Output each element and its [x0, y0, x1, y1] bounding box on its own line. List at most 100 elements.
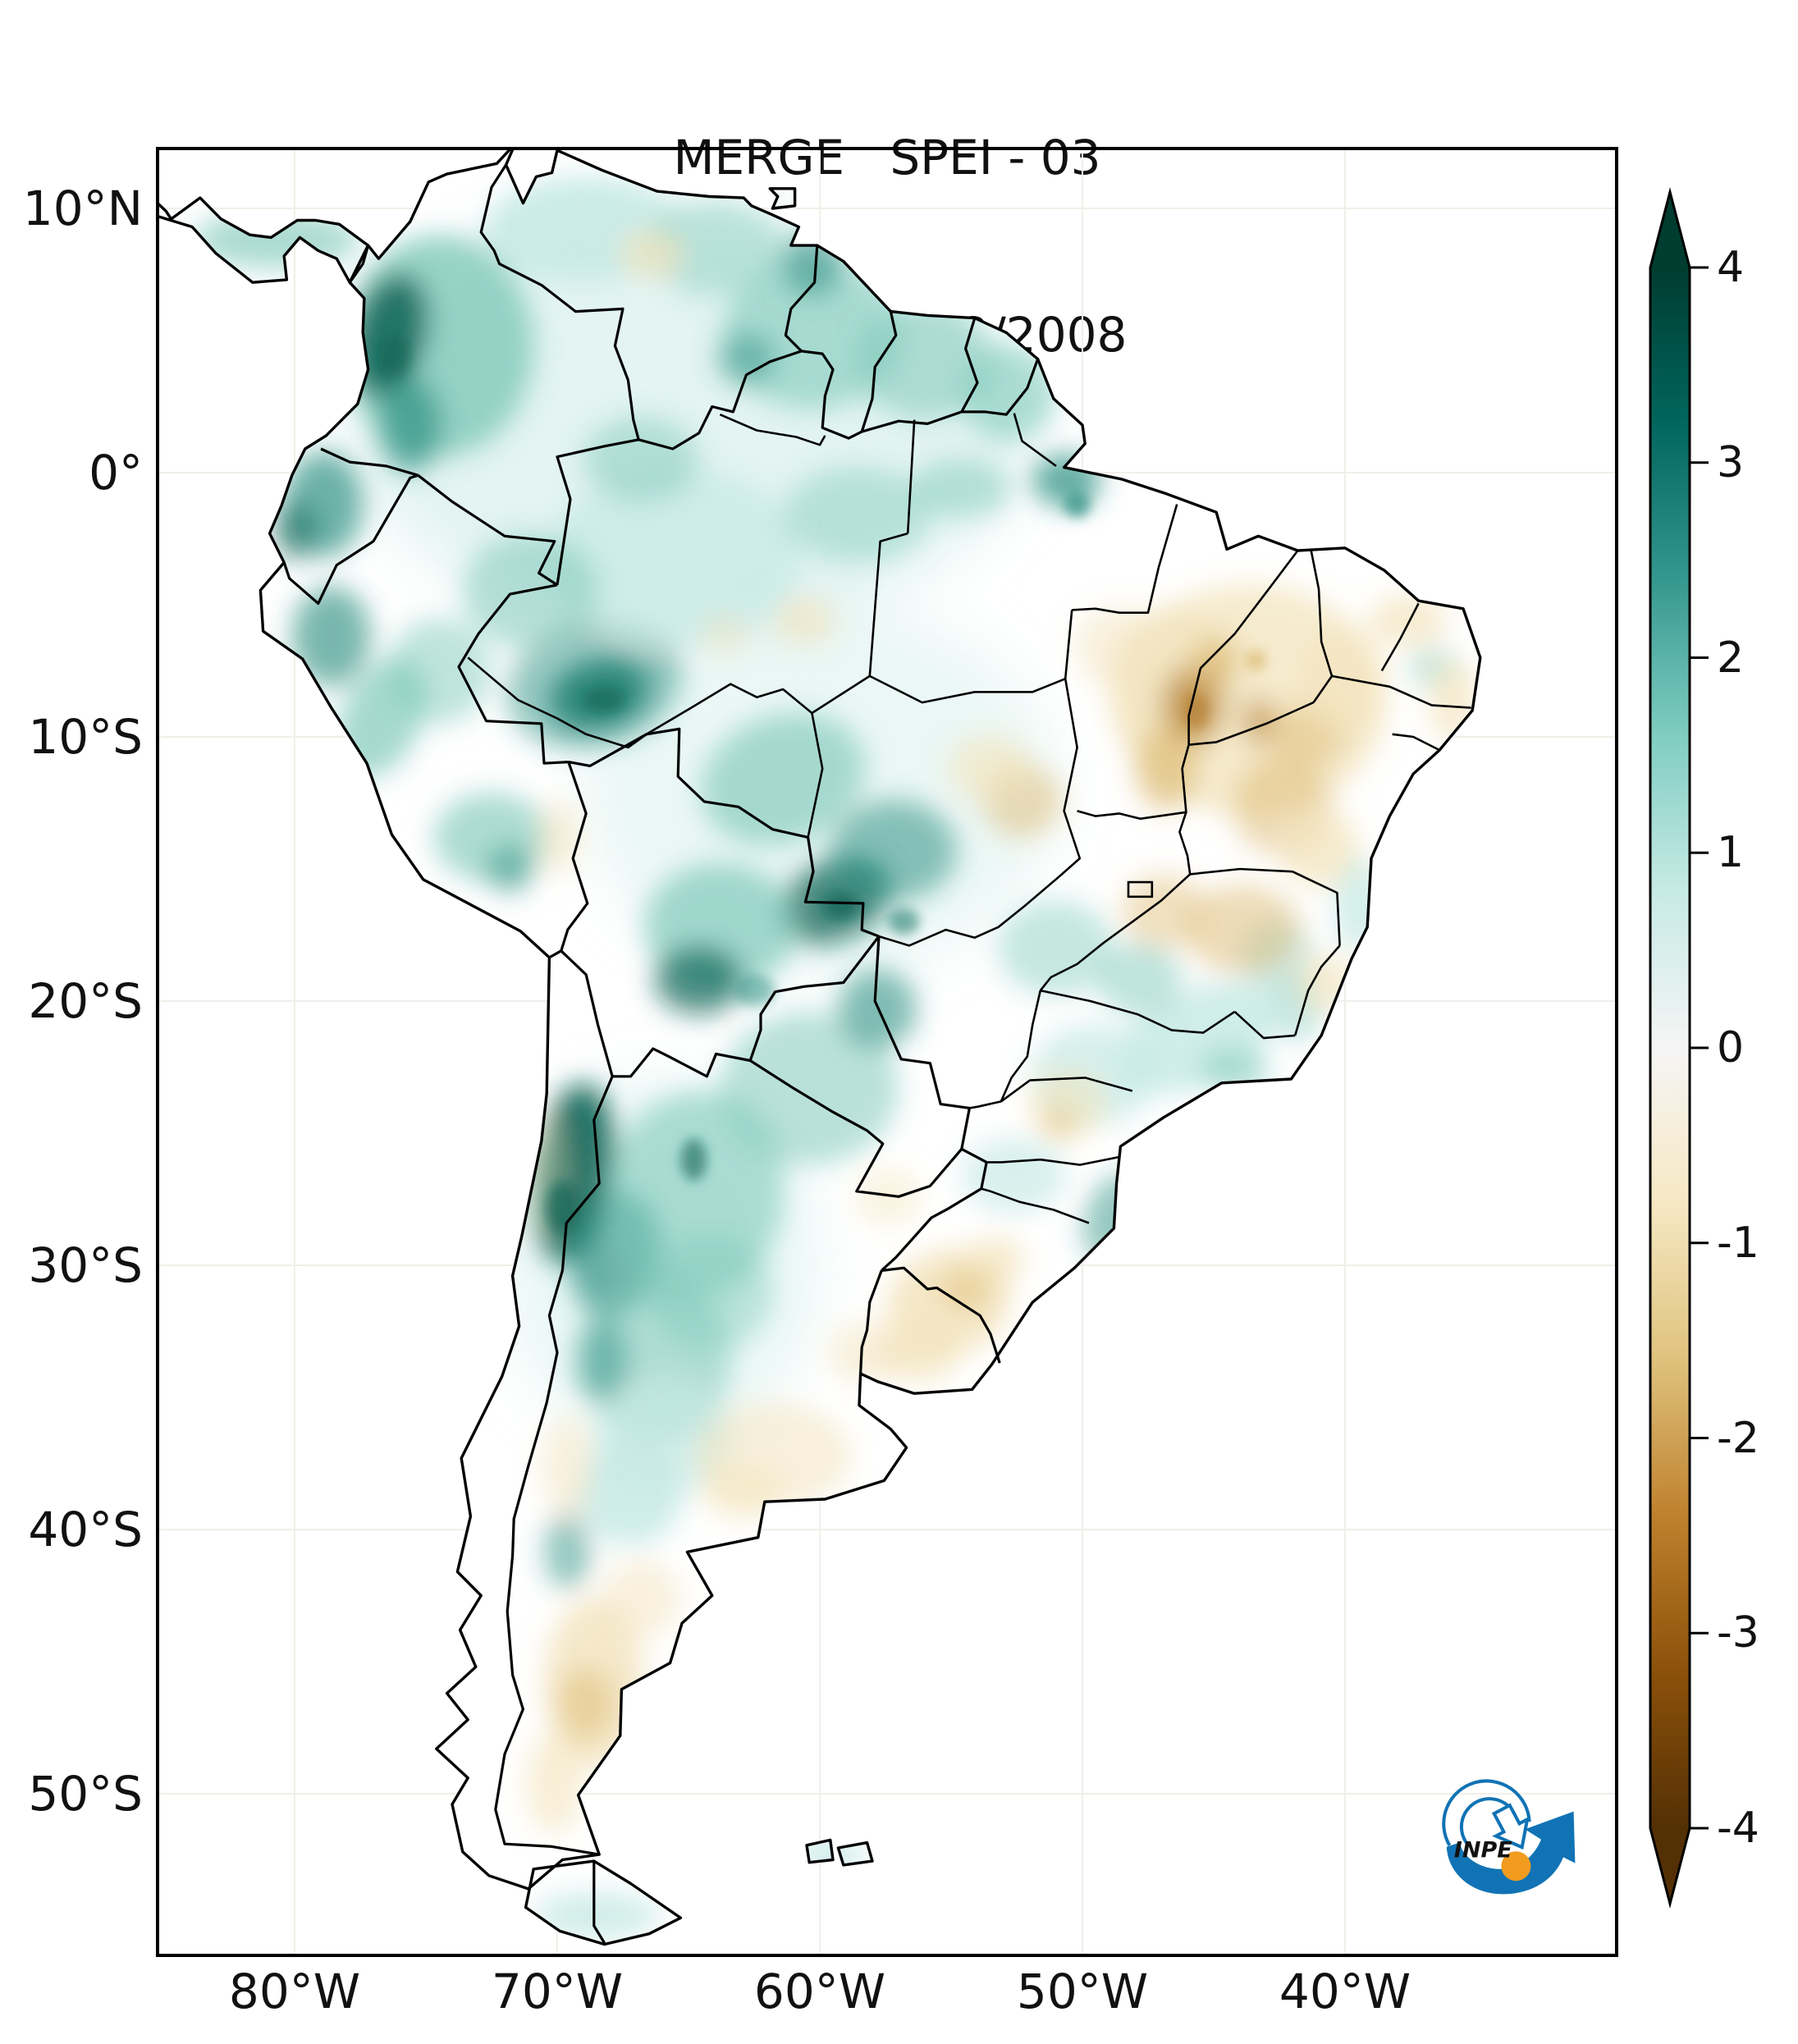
title-line-1: MERGE SPEI - 03 [673, 130, 1101, 185]
spei-raster [192, 176, 1476, 1940]
coastline [836, 1841, 874, 1867]
spei-blob [1300, 629, 1385, 734]
country-border [960, 318, 979, 413]
x-tick-label-3: 50°W [1016, 1964, 1149, 2019]
country-border [417, 473, 558, 587]
state-border [1392, 733, 1440, 752]
country-border [320, 447, 419, 477]
state-border [1040, 989, 1236, 1034]
state-border [1039, 873, 1192, 991]
country-border [592, 1861, 606, 1944]
state-border-df [1127, 880, 1154, 899]
country-border [479, 164, 640, 441]
y-tick-label-3: 20°S [28, 973, 143, 1029]
spei-blob [291, 586, 371, 687]
spei-blob [717, 332, 775, 386]
colorbar-extend-top [1650, 192, 1690, 268]
spei-blob [1182, 692, 1209, 729]
spei-blob [620, 229, 684, 277]
logo-down-arrow-icon [1491, 1803, 1530, 1850]
spei-blob [1279, 807, 1358, 888]
spei-blob [378, 335, 410, 378]
colorbar-tick-label-1: 3 [1717, 437, 1745, 487]
country-border [568, 727, 880, 938]
state-border [906, 419, 916, 534]
spei-blob [1074, 607, 1154, 687]
state-border [646, 683, 824, 838]
plot-area [158, 149, 1617, 1955]
country-border [749, 1059, 963, 1198]
spei-blob [967, 1236, 1025, 1284]
state-border [1188, 701, 1315, 746]
spei-blob [462, 533, 600, 650]
spei-blob [1098, 943, 1183, 1017]
spei-blob [856, 304, 994, 420]
spei-blob [544, 1511, 592, 1591]
colorbar-tick-label-0: 4 [1717, 243, 1745, 292]
spei-blob [273, 501, 316, 560]
spei-blob [583, 417, 699, 502]
country-border [881, 1266, 1001, 1364]
country-border [748, 935, 881, 1062]
state-border [719, 414, 826, 446]
spei-blob [702, 615, 749, 652]
spei-blob [350, 273, 428, 398]
colorbar-tick-label-5: -1 [1717, 1218, 1759, 1268]
blob-layer [192, 176, 1476, 1940]
spei-blob [557, 1667, 615, 1741]
spei-blob [1201, 1048, 1270, 1091]
spei-blob [1184, 885, 1301, 975]
x-tick-label-2: 60°W [753, 1964, 886, 2019]
coastline [158, 196, 370, 284]
spei-blob [961, 1138, 1067, 1213]
country-border [861, 410, 963, 433]
logo-text: INPE [1454, 1837, 1512, 1863]
spei-blob [783, 467, 931, 563]
y-tick-label-1: 0° [89, 445, 143, 501]
spei-blob [912, 459, 1012, 518]
colorbar-tick-label-3: 1 [1717, 828, 1745, 878]
spei-blob [720, 1011, 899, 1165]
logo-orange-sphere [1501, 1851, 1531, 1882]
spei-blob [998, 900, 1114, 996]
spei-blob [192, 211, 360, 269]
state-border [981, 1187, 1090, 1224]
spei-blob [541, 1415, 594, 1516]
logo-swoosh-arrow [1446, 1811, 1576, 1895]
state-border [811, 532, 908, 715]
state-border [1077, 809, 1187, 821]
state-border [869, 674, 1066, 704]
spei-blob [1429, 657, 1476, 743]
state-border [1013, 413, 1057, 468]
country-border [612, 1047, 751, 1078]
y-tick-label-0: 10°N [22, 181, 143, 236]
spei-blob [1368, 594, 1448, 647]
spei-blob [538, 800, 581, 875]
inpe-logo: INPE [1442, 1779, 1576, 1895]
colorbar-tick-label-7: -3 [1717, 1608, 1759, 1658]
country-border [881, 1147, 988, 1272]
spei-blob [654, 945, 744, 1015]
y-tick-label-6: 50°S [28, 1766, 143, 1822]
spei-blob [486, 845, 534, 893]
spei-blob [1135, 726, 1198, 812]
plot-frame [156, 147, 1618, 1957]
spei-blob [547, 1181, 579, 1234]
spei-blob [549, 467, 802, 647]
spei-blob [702, 1466, 780, 1520]
state-border [878, 610, 1082, 947]
x-tick-label-1: 70°W [491, 1964, 624, 2019]
country-border [784, 245, 819, 353]
spei-blob [387, 618, 492, 724]
state-border [1072, 504, 1178, 614]
state-border [467, 656, 647, 749]
state-border [1310, 549, 1334, 677]
country-border [860, 311, 898, 432]
y-tick-label-4: 30°S [28, 1237, 143, 1293]
country-border [859, 1269, 883, 1374]
state-border [986, 1155, 1120, 1166]
colorbar-tick-label-6: -2 [1717, 1413, 1759, 1463]
country-border [282, 473, 419, 605]
